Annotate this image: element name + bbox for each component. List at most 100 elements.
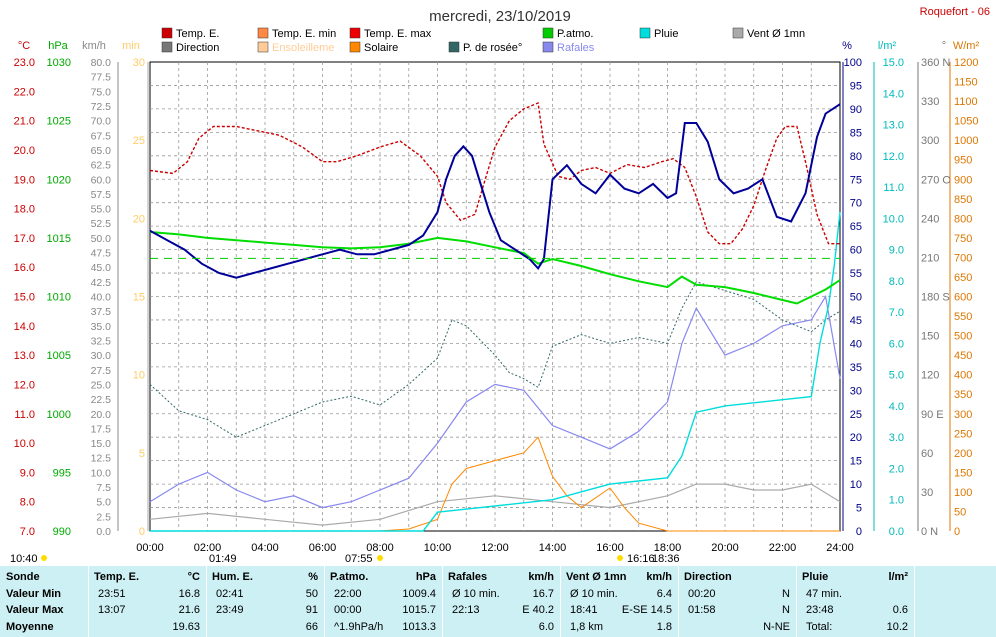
table-cell-value: N (782, 604, 790, 616)
table-header-unit: km/h (528, 571, 554, 583)
x-tick-label: 04:00 (251, 542, 279, 554)
legend-swatch (257, 27, 269, 39)
solar-axis-tick: 450 (954, 350, 972, 362)
pressure-axis-unit: hPa (48, 40, 68, 52)
wind-axis-tick: 47.5 (91, 248, 112, 260)
wind-axis-tick: 77.5 (91, 72, 112, 84)
humidity-axis-tick: 15 (850, 456, 862, 468)
table-cell-time: Total: (806, 621, 833, 633)
solar-axis-tick: 800 (954, 213, 972, 225)
direction-axis-tick: 270 O (921, 174, 951, 186)
legend-label: Solaire (364, 42, 398, 54)
sun-axis-tick: 0 (139, 526, 145, 538)
table-header-unit: l/m² (888, 571, 908, 583)
pressure-axis-tick: 995 (53, 467, 71, 479)
temp-axis-tick: 20.0 (14, 145, 35, 157)
rain-axis-tick: 15.0 (883, 57, 904, 69)
series-pluie (150, 212, 841, 532)
table-cell-time: 22:00 (334, 588, 362, 600)
humidity-axis-tick: 75 (850, 174, 862, 186)
wind-axis-tick: 27.5 (91, 365, 112, 377)
humidity-axis-tick: 70 (850, 198, 862, 210)
x-axis: 00:00 02:00 04:00 06:00 08:00 10:00 12:00 14:00… (10, 542, 854, 565)
solar-axis-tick: 700 (954, 252, 972, 264)
table-cell-value: 50 (305, 588, 318, 600)
solar-axis-tick: 200 (954, 448, 972, 460)
wind-axis-tick: 17.5 (91, 423, 112, 435)
wind-axis-tick: 80.0 (91, 57, 112, 69)
table-row-label: Moyenne (6, 621, 54, 633)
table-cell-time: 00:20 (688, 588, 716, 600)
temp-axis-tick: 18.0 (14, 204, 35, 216)
humidity-axis-tick: 55 (850, 268, 862, 280)
table-header-unit: °C (187, 571, 200, 583)
rain-axis-tick: 2.0 (889, 463, 904, 475)
sunset2-label: 18:36 (652, 553, 680, 565)
table-cell-time: 47 min. (806, 588, 843, 600)
wind-axis-tick: 7.5 (96, 482, 111, 494)
humidity-axis-tick: 20 (850, 432, 862, 444)
x-tick-label: 24:00 (826, 542, 854, 554)
table-cell-value: N-NE (763, 621, 790, 633)
sunrise-label: 07:55 (345, 553, 373, 565)
temp-axis-tick: 15.0 (14, 292, 35, 304)
axes: °C 23.0 22.0 21.0 20.0 19.0 18.0 17.0 16.0 15.0 14… (14, 40, 980, 538)
legend-label: P.atmo. (557, 28, 594, 40)
x-tick-label: 06:00 (309, 542, 337, 554)
table-cell-value: N (782, 588, 790, 600)
legend-swatch (542, 41, 554, 53)
humidity-axis-tick: 10 (850, 479, 862, 491)
temp-axis-tick: 8.0 (20, 497, 35, 509)
wind-axis-tick: 75.0 (91, 86, 112, 98)
direction-axis-tick: 120 (921, 370, 939, 382)
rain-axis-tick: 5.0 (889, 370, 904, 382)
solar-axis-tick: 550 (954, 311, 972, 323)
x-tick-label: 22:00 (769, 542, 797, 554)
solar-axis-tick: 750 (954, 233, 972, 245)
legend-swatch (349, 41, 361, 53)
solar-axis-tick: 850 (954, 194, 972, 206)
x-tick-label: 00:00 (136, 542, 164, 554)
temp-axis-tick: 10.0 (14, 438, 35, 450)
legend-label: Pluie (654, 28, 678, 40)
rain-axis-tick: 11.0 (883, 182, 904, 194)
sun-axis-tick: 5 (139, 448, 145, 460)
temp-axis-tick: 22.0 (14, 86, 35, 98)
wind-axis-tick: 40.0 (91, 292, 112, 304)
table-cell-value: 16.8 (178, 588, 200, 600)
temp-axis-tick: 7.0 (20, 526, 35, 538)
wind-axis-tick: 52.5 (91, 218, 112, 230)
wind-axis-tick: 50.0 (91, 233, 112, 245)
direction-axis-tick: 0 N (921, 526, 938, 538)
table-separator (796, 566, 797, 637)
table-cell-value: 1009.4 (402, 588, 436, 600)
rain-axis-tick: 13.0 (883, 120, 904, 132)
humidity-axis-tick: 30 (850, 385, 862, 397)
humidity-axis-tick: 90 (850, 104, 862, 116)
wind-axis-tick: 10.0 (91, 467, 112, 479)
humidity-axis-tick: 85 (850, 127, 862, 139)
table-row-label: Valeur Min (6, 588, 62, 600)
wind-axis-tick: 32.5 (91, 335, 112, 347)
wind-axis-tick: 62.5 (91, 160, 112, 172)
solar-axis-tick: 1050 (954, 116, 978, 128)
solar-axis-tick: 500 (954, 331, 972, 343)
legend-label: Ensoleilleme (272, 42, 334, 54)
series-p-atmo (149, 231, 841, 305)
temp-axis-tick: 17.0 (14, 233, 35, 245)
temp-axis-tick: 21.0 (14, 116, 35, 128)
direction-axis-tick: 210 (921, 252, 939, 264)
wind-axis-tick: 65.0 (91, 145, 112, 157)
table-cell-time: 18:41 (570, 604, 598, 616)
solar-axis-tick: 1000 (954, 135, 978, 147)
solar-axis-tick: 400 (954, 370, 972, 382)
rain-axis-tick: 12.0 (883, 151, 904, 163)
temp-axis-tick: 13.0 (14, 350, 35, 362)
table-header-unit: % (308, 571, 318, 583)
humidity-axis-tick: 45 (850, 315, 862, 327)
solar-axis-tick: 950 (954, 155, 972, 167)
table-cell-time: 02:41 (216, 588, 244, 600)
table-cell-time: 23:49 (216, 604, 244, 616)
table-header-unit: km/h (646, 571, 672, 583)
legend-swatch (542, 27, 554, 39)
